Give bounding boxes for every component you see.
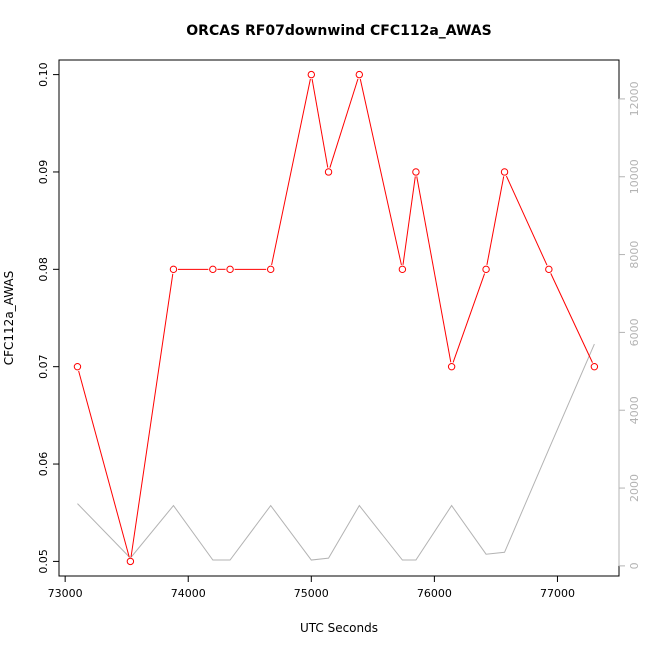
series-segment bbox=[505, 175, 548, 266]
chart-title: ORCAS RF07downwind CFC112a_AWAS bbox=[186, 23, 491, 39]
y2-tick-label: 8000 bbox=[628, 241, 641, 269]
y2-tick-label: 12000 bbox=[628, 81, 641, 116]
axes: 73000 74000 75000 76000 77000 0.05 0.06 0.07 0.0… bbox=[37, 62, 641, 600]
data-point bbox=[126, 557, 135, 566]
y2-tick-label: 4000 bbox=[628, 396, 641, 424]
data-point bbox=[482, 265, 490, 274]
x-tick-label: 75000 bbox=[294, 587, 329, 600]
y-tick-label: 0.08 bbox=[37, 257, 50, 282]
x-tick-label: 74000 bbox=[171, 587, 206, 600]
y2-tick-label: 0 bbox=[628, 562, 641, 569]
data-point bbox=[209, 265, 217, 274]
series-segment bbox=[271, 78, 311, 266]
series-segment bbox=[416, 176, 452, 363]
series-segment bbox=[130, 273, 174, 558]
series-layer bbox=[73, 70, 599, 566]
y2-tick-label: 10000 bbox=[628, 159, 641, 194]
series-segment bbox=[78, 370, 130, 558]
y-tick-label: 0.07 bbox=[37, 354, 50, 379]
y2-tick-label: 6000 bbox=[628, 318, 641, 346]
x-tick-label: 73000 bbox=[48, 587, 83, 600]
x-tick-label: 77000 bbox=[540, 587, 575, 600]
series-segment bbox=[329, 78, 359, 168]
series-segment bbox=[359, 78, 402, 266]
data-point bbox=[545, 265, 553, 274]
series-segment bbox=[452, 273, 486, 363]
x-tick-label: 76000 bbox=[417, 587, 452, 600]
data-point bbox=[307, 70, 316, 79]
data-point bbox=[324, 168, 333, 176]
y-axis-label: CFC112a_AWAS bbox=[2, 271, 16, 366]
data-point bbox=[447, 362, 456, 371]
y-tick-label: 0.06 bbox=[37, 452, 50, 477]
series-segment bbox=[311, 78, 329, 168]
data-point bbox=[169, 265, 178, 274]
series-segment bbox=[402, 176, 416, 265]
data-point bbox=[266, 265, 275, 274]
data-point bbox=[500, 168, 509, 176]
series-segment bbox=[486, 176, 505, 265]
x-axis-label: UTC Seconds bbox=[300, 621, 378, 635]
y-tick-label: 0.05 bbox=[37, 549, 50, 574]
series-segment bbox=[550, 273, 593, 363]
y-tick-label: 0.10 bbox=[37, 62, 50, 87]
data-point bbox=[590, 362, 599, 371]
y2-tick-label: 2000 bbox=[628, 474, 641, 502]
y-tick-label: 0.09 bbox=[37, 160, 50, 185]
data-point bbox=[412, 168, 420, 176]
data-point bbox=[355, 70, 364, 79]
series-line-right bbox=[77, 343, 595, 561]
data-point bbox=[398, 265, 407, 274]
data-point bbox=[226, 265, 234, 274]
data-point bbox=[73, 362, 82, 371]
